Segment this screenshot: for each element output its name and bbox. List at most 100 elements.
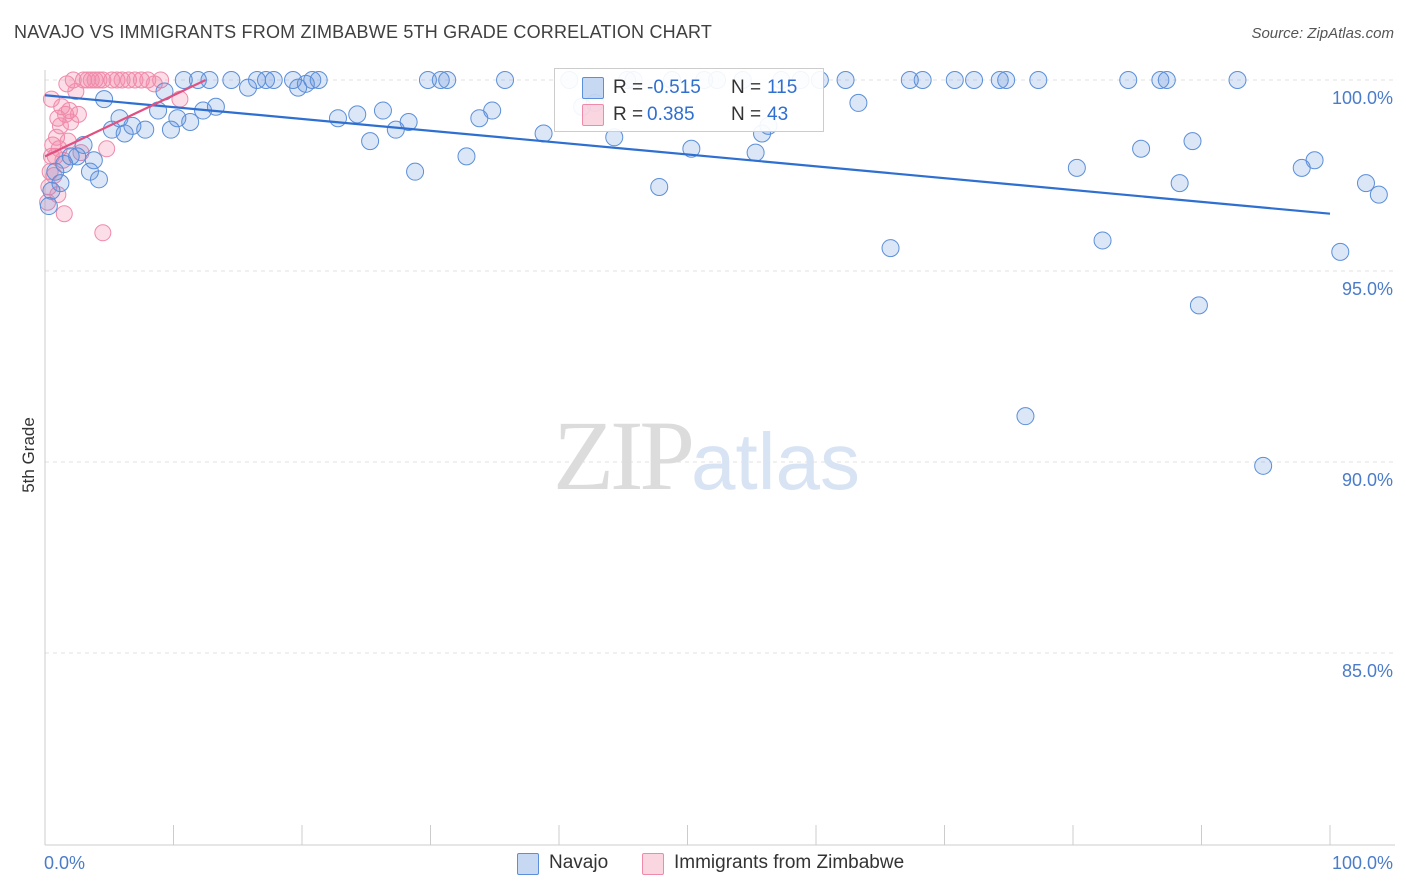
data-point-navajo: [457, 147, 476, 166]
data-point-navajo: [303, 71, 322, 89]
data-point-zimbabwe: [126, 71, 144, 89]
legend-row-navajo: R = -0.515 N = 115: [555, 74, 823, 102]
data-point-navajo: [534, 124, 553, 143]
data-point-zimbabwe: [42, 90, 60, 108]
data-point-navajo: [68, 147, 87, 166]
data-point-navajo: [945, 71, 964, 89]
data-point-navajo: [1016, 407, 1035, 426]
data-point-zimbabwe: [108, 71, 126, 89]
data-point-navajo: [438, 71, 457, 89]
gridlines: [45, 79, 1395, 654]
data-point-navajo: [913, 71, 932, 89]
legend-label-navajo: Navajo: [549, 852, 609, 873]
data-point-navajo: [849, 93, 868, 112]
chart-title: NAVAJO VS IMMIGRANTS FROM ZIMBABWE 5TH G…: [14, 22, 713, 42]
data-point-navajo: [264, 71, 283, 89]
y-tick-label: 85.0%: [1342, 661, 1393, 681]
axes: [44, 70, 1395, 846]
trend-line-navajo: [44, 94, 1331, 215]
legend-n-label: N =: [731, 104, 762, 125]
data-point-zimbabwe: [94, 71, 112, 89]
data-point-navajo: [1356, 174, 1375, 193]
data-point-navajo: [1254, 456, 1273, 475]
data-point-navajo: [348, 105, 367, 124]
data-point-navajo: [61, 147, 80, 166]
data-point-navajo: [1093, 231, 1112, 250]
data-point-navajo: [1170, 174, 1189, 193]
data-point-navajo: [483, 101, 502, 120]
data-point-navajo: [1369, 185, 1388, 204]
y-tick-label: 100.0%: [1332, 88, 1393, 108]
data-point-navajo: [836, 71, 855, 89]
legend-swatch-zimbabwe: [642, 853, 664, 875]
legend-swatch-navajo: [582, 77, 604, 99]
data-point-zimbabwe: [94, 224, 112, 242]
data-point-zimbabwe: [59, 132, 77, 150]
y-axis-title: 5th Grade: [19, 417, 38, 493]
data-point-navajo: [682, 139, 701, 158]
data-point-navajo: [174, 71, 193, 89]
legend-swatch-zimbabwe: [582, 104, 604, 126]
data-point-navajo: [399, 113, 418, 132]
data-point-navajo: [406, 162, 425, 181]
data-point-navajo: [418, 71, 437, 89]
data-point-zimbabwe: [152, 71, 170, 89]
data-point-navajo: [84, 151, 103, 170]
data-point-navajo: [1067, 158, 1086, 177]
data-point-navajo: [1331, 242, 1350, 261]
data-point-zimbabwe: [171, 90, 189, 108]
legend-row-zimbabwe: R = 0.385 N = 43: [555, 101, 823, 129]
data-point-navajo: [1157, 71, 1176, 89]
data-point-navajo: [881, 239, 900, 258]
data-point-zimbabwe: [98, 140, 116, 158]
data-point-navajo: [990, 71, 1009, 89]
data-point-navajo: [200, 71, 219, 89]
data-point-navajo: [161, 120, 180, 139]
watermark: ZIPatlas: [553, 398, 860, 513]
data-point-zimbabwe: [120, 71, 138, 89]
series-legend: Navajo Immigrants from Zimbabwe: [0, 852, 1406, 878]
data-point-navajo: [965, 71, 984, 89]
series-navajo-points: [39, 71, 1388, 475]
data-point-zimbabwe: [103, 71, 121, 89]
data-point-navajo: [900, 71, 919, 89]
data-point-navajo: [496, 71, 515, 89]
data-point-navajo: [373, 101, 392, 120]
legend-r-value-navajo: -0.515: [647, 77, 701, 98]
y-tick-label: 95.0%: [1342, 279, 1393, 299]
data-point-navajo: [51, 174, 70, 193]
legend-n-label: N =: [731, 77, 762, 98]
legend-swatch-navajo: [517, 853, 539, 875]
trend-line-zimbabwe: [44, 79, 207, 158]
trend-lines: [44, 79, 1331, 215]
legend-r-label: R =: [613, 77, 644, 98]
data-point-navajo: [181, 113, 200, 132]
stats-legend: R = -0.515 N = 115 R = 0.385 N = 43: [554, 68, 824, 132]
data-point-navajo: [1132, 139, 1151, 158]
data-point-navajo: [89, 170, 108, 189]
data-point-navajo: [997, 71, 1016, 89]
data-point-navajo: [1151, 71, 1170, 89]
data-point-navajo: [746, 143, 765, 162]
legend-n-value-navajo: 115: [767, 77, 798, 98]
legend-r-label: R =: [613, 104, 644, 125]
data-point-navajo: [309, 71, 328, 89]
series-zimbabwe-points: [39, 71, 189, 242]
data-point-navajo: [361, 132, 380, 151]
data-point-zimbabwe: [55, 205, 73, 223]
axis-ticks: [44, 825, 1331, 845]
x-tick-label: 0.0%: [44, 853, 85, 873]
y-tick-label: 90.0%: [1342, 470, 1393, 490]
data-point-navajo: [1228, 71, 1247, 89]
data-point-navajo: [431, 71, 450, 89]
data-point-navajo: [39, 197, 58, 216]
data-point-navajo: [1305, 151, 1324, 170]
data-point-navajo: [206, 97, 225, 116]
watermark-atlas: atlas: [691, 417, 860, 506]
x-tick-label: 100.0%: [1332, 853, 1393, 873]
watermark-zip: ZIP: [553, 400, 695, 511]
data-point-navajo: [328, 109, 347, 128]
data-point-navajo: [239, 78, 258, 97]
axis-labels: 100.0% 95.0% 90.0% 85.0% 0.0% 100.0% 5th Grade: [19, 88, 1393, 873]
